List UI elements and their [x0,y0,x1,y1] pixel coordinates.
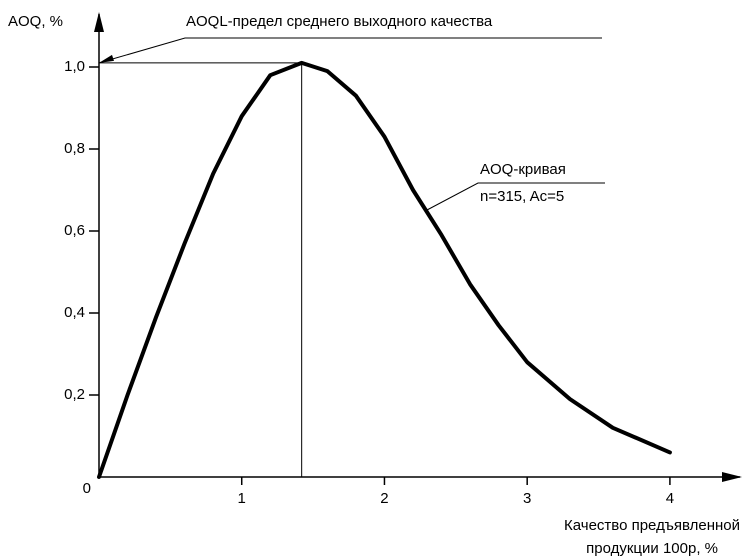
y-tick-label: 0,8 [64,140,85,157]
x-tick-label: 4 [666,490,674,507]
x-tick-label: 3 [523,490,531,507]
annotation: AOQL-предел среднего выходного качества [186,13,493,30]
annotation-leader [426,182,605,211]
aoq-curve [97,60,672,479]
x-tick-label: 1 [238,490,246,507]
x-axis-label: продукции 100p, % [586,540,718,557]
annotation-leader [98,37,602,64]
x-tick-label: 2 [380,490,388,507]
annotation: AOQ-кривая [480,161,566,178]
annotation: n=315, Ac=5 [480,188,564,205]
annotation-arrow [99,54,114,63]
x-axis-arrow [722,472,742,482]
y-tick-label: 0 [83,480,91,497]
y-axis-arrow [94,12,104,32]
y-axis-label: AOQ, % [8,13,63,30]
y-tick-label: 0,2 [64,386,85,403]
x-axis-label: Качество предъявленной [564,517,740,534]
y-tick-label: 0,4 [64,304,85,321]
y-tick-label: 1,0 [64,58,85,75]
y-tick-label: 0,6 [64,222,85,239]
